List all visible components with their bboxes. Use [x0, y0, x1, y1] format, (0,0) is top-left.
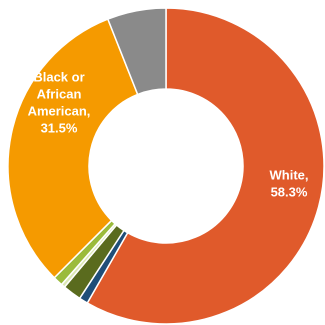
slice-label-line: 58.3% [271, 185, 308, 200]
donut-slice-0 [86, 7, 325, 325]
slice-label-line: American, [28, 104, 91, 119]
slice-label-line: 31.5% [41, 121, 78, 136]
labels-layer: White, 58.3% Black or African American, 31.5% [28, 70, 309, 200]
slices-layer [7, 7, 325, 325]
donut-slice-5 [7, 18, 139, 279]
slice-label-line: White, [270, 168, 309, 183]
donut-slice-6 [106, 7, 167, 96]
slice-label-line: Black or [33, 70, 84, 85]
slice-label-line: African [37, 87, 82, 102]
slice-label-0: White, 58.3% [270, 168, 309, 200]
slice-label-5: Black or African American, 31.5% [28, 70, 91, 136]
